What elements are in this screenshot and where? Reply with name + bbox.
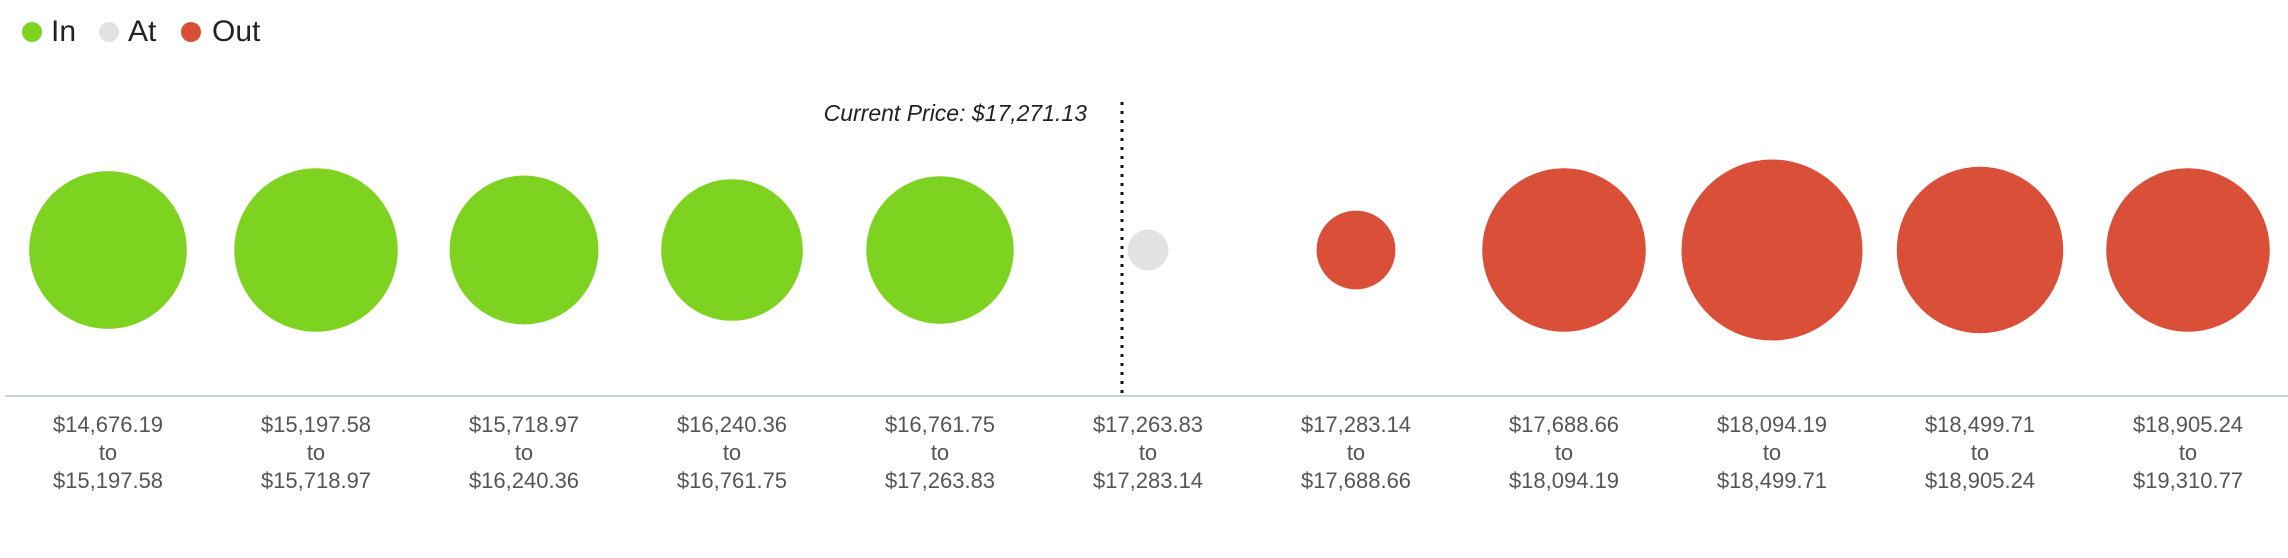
bubble [661, 179, 803, 321]
bubble [1681, 159, 1863, 341]
x-tick-label: $16,240.36 [677, 412, 787, 437]
x-tick-label: to [99, 440, 117, 465]
x-tick-label: $17,263.83 [885, 468, 995, 493]
x-tick-label: $15,197.58 [53, 468, 163, 493]
bubble [234, 168, 398, 332]
x-tick-label: $14,676.19 [53, 412, 163, 437]
x-tick-label: $18,094.19 [1717, 412, 1827, 437]
x-tick-label: to [515, 440, 533, 465]
x-tick-label: $16,761.75 [677, 468, 787, 493]
legend-marker [99, 22, 119, 42]
x-tick-label: $18,499.71 [1925, 412, 2035, 437]
bubble [1127, 229, 1169, 271]
x-tick-label: $16,240.36 [469, 468, 579, 493]
x-tick-label: $19,310.77 [2133, 468, 2243, 493]
x-tick-label: to [723, 440, 741, 465]
x-tick-label: $18,499.71 [1717, 468, 1827, 493]
legend-label: Out [212, 15, 261, 48]
legend-marker [181, 22, 201, 42]
x-tick-label: $17,283.14 [1093, 468, 1203, 493]
x-tick-label: $17,283.14 [1301, 412, 1411, 437]
annotation: Current Price: $17,271.13 [824, 100, 1088, 126]
x-tick-label: to [1139, 440, 1157, 465]
x-tick-label: to [307, 440, 325, 465]
x-tick-label: $17,263.83 [1093, 412, 1203, 437]
x-tick-label: $18,905.24 [2133, 412, 2243, 437]
bubble [29, 171, 187, 329]
bubble [866, 176, 1014, 324]
x-tick-label: $15,197.58 [261, 412, 371, 437]
x-tick-label: to [2179, 440, 2197, 465]
legend-marker [22, 22, 42, 42]
legend-label: In [51, 15, 76, 48]
bubble [1482, 168, 1646, 332]
x-tick-label: $18,905.24 [1925, 468, 2035, 493]
legend-label: At [128, 15, 157, 48]
bubble [449, 175, 599, 325]
x-tick-label: to [931, 440, 949, 465]
x-tick-label: $16,761.75 [885, 412, 995, 437]
x-tick-label: $15,718.97 [261, 468, 371, 493]
x-tick-label: $15,718.97 [469, 412, 579, 437]
bubble [1316, 210, 1396, 290]
x-tick-label: to [1971, 440, 1989, 465]
bubble [1896, 166, 2064, 334]
x-tick-label: $18,094.19 [1509, 468, 1619, 493]
bubble [2106, 168, 2270, 332]
x-tick-label: $17,688.66 [1509, 412, 1619, 437]
x-tick-label: $17,688.66 [1301, 468, 1411, 493]
x-tick-label: to [1347, 440, 1365, 465]
x-tick-label: to [1555, 440, 1573, 465]
x-tick-label: to [1763, 440, 1781, 465]
